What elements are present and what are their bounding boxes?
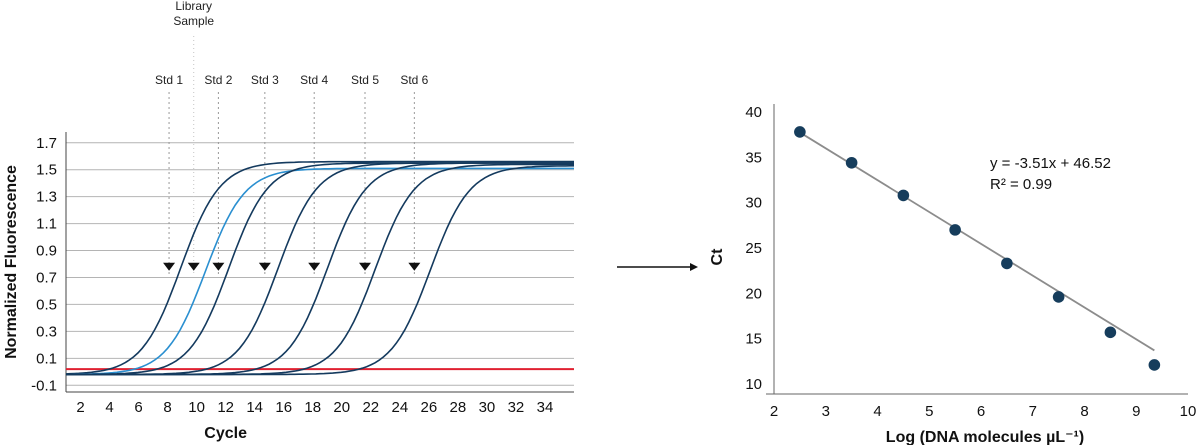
y-tick-label: 1.7 (36, 135, 57, 152)
x-tick-label: 2 (770, 403, 778, 420)
std-label: Std 1 (155, 73, 183, 87)
x-tick-label: 12 (217, 399, 234, 416)
x-tick-label: 5 (925, 403, 933, 420)
y-tick-label: 0.9 (36, 243, 57, 260)
x-tick-label: 16 (275, 399, 292, 416)
std-label: Std 2 (204, 73, 232, 87)
amplification-curve (66, 162, 574, 376)
x-tick-label: 34 (537, 399, 554, 416)
y-tick-label: 35 (745, 149, 762, 166)
amplification-curve (66, 167, 574, 376)
library-label-line1: Library (175, 0, 212, 13)
threshold-arrow-icon (212, 262, 225, 271)
x-tick-label: 9 (1132, 403, 1140, 420)
x-tick-label: 14 (246, 399, 263, 416)
amplification-curve (66, 163, 574, 376)
amplification-curve (66, 162, 574, 376)
std-label: Std 5 (351, 73, 379, 87)
std-label: Std 6 (400, 73, 428, 87)
x-tick-label: 22 (362, 399, 379, 416)
x-tick-label: 8 (1080, 403, 1088, 420)
amplification-curve (66, 162, 574, 376)
threshold-arrow-icon (308, 262, 321, 271)
x-tick-label: 8 (163, 399, 171, 416)
data-point (1001, 257, 1013, 270)
data-point (949, 224, 961, 236)
x-tick-label: 20 (333, 399, 350, 416)
threshold-arrow-icon (163, 262, 176, 271)
y-tick-label: 1.5 (36, 162, 57, 179)
y-axis-title: Normalized Fluorescence (3, 165, 20, 359)
x-tick-label: 26 (421, 399, 438, 416)
threshold-arrow-icon (358, 262, 371, 271)
threshold-arrow-icon (258, 262, 271, 271)
data-point (1052, 291, 1065, 303)
y-tick-label: 0.1 (36, 350, 57, 367)
data-point (1104, 326, 1117, 339)
y-tick-label: 1.1 (36, 216, 57, 233)
y-tick-label: 10 (745, 376, 762, 393)
x-tick-label: 3 (822, 403, 830, 420)
data-point (1148, 359, 1161, 371)
transition-arrow (617, 263, 698, 271)
data-point (845, 156, 858, 169)
amplification-curve (65, 160, 574, 375)
x-tick-label: 10 (188, 399, 205, 416)
x-tick-label: 6 (134, 399, 142, 416)
data-point (794, 126, 806, 138)
y-tick-label: 30 (745, 195, 762, 212)
amplification-curve (66, 165, 574, 376)
x-tick-label: 24 (391, 399, 408, 416)
y-tick-label: -0.1 (31, 377, 57, 394)
y-tick-label: 0.5 (36, 296, 57, 313)
y-tick-label: 0.7 (36, 269, 57, 286)
x-tick-label: 6 (977, 403, 985, 420)
arrow-head-icon (690, 263, 698, 271)
x-tick-label: 28 (450, 399, 467, 416)
y-tick-label: 15 (745, 331, 762, 348)
r-squared-label: R² = 0.99 (990, 176, 1052, 193)
data-point (897, 189, 910, 202)
library-label-line2: Sample (173, 14, 214, 28)
x-tick-label: 18 (304, 399, 321, 416)
std-label: Std 3 (251, 73, 279, 87)
x-tick-label: 4 (873, 403, 881, 420)
x-tick-label: 10 (1180, 403, 1197, 420)
x-tick-label: 30 (479, 399, 496, 416)
y-axis-title: Ct (709, 248, 726, 266)
x-tick-label: 4 (105, 399, 113, 416)
threshold-arrow-icon (408, 262, 421, 271)
y-tick-label: 0.3 (36, 323, 57, 340)
y-tick-label: 40 (745, 104, 762, 121)
regression-line (799, 131, 1155, 352)
regression-equation: y = -3.51x + 46.52 (990, 155, 1111, 172)
standard-curve-chart: 10 15 20 25 30 35 40 2 3 4 5 6 7 8 9 10 y = -3.51x + 46.… (709, 104, 1196, 445)
y-tick-label: 25 (745, 240, 762, 257)
std-label: Std 4 (300, 73, 328, 87)
x-axis-title: Log (DNA molecules µL⁻¹) (886, 429, 1084, 445)
x-axis-title: Cycle (204, 425, 247, 442)
amplification-chart: Std 1 Std 2 Std 3 Std 4 Std 5 Std 6 LibrarySam… (3, 0, 574, 442)
x-tick-label: 32 (508, 399, 525, 416)
y-tick-label: 1.3 (36, 189, 57, 206)
x-tick-label: 7 (1029, 403, 1037, 420)
x-tick-label: 2 (76, 399, 84, 416)
y-tick-label: 20 (745, 285, 762, 302)
threshold-arrow-icon (187, 262, 200, 271)
